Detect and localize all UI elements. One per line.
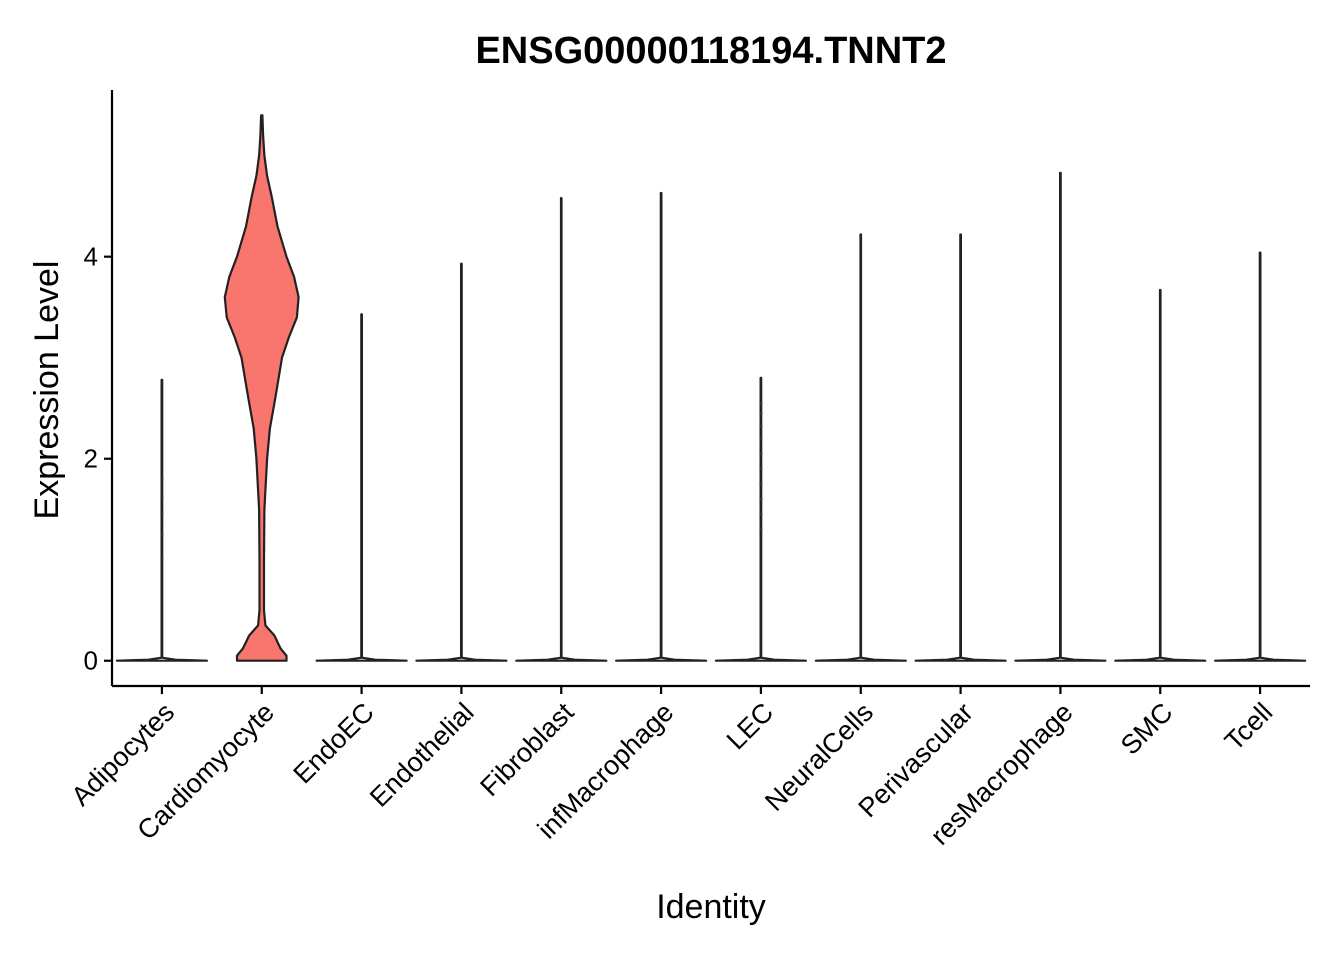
y-tick-label-0: 0 — [84, 646, 98, 676]
x-tick-label-SMC: SMC — [1115, 697, 1179, 761]
violin-Endothelial — [415, 262, 508, 662]
x-tick-label-Endothelial: Endothelial — [364, 697, 480, 813]
point-LEC-1 — [759, 512, 763, 516]
violin-Adipocytes — [115, 378, 208, 662]
point-LEC-6 — [759, 436, 763, 441]
point-Adipocytes-1 — [160, 532, 164, 537]
point-LEC-8 — [759, 411, 763, 415]
violin-Perivascular — [914, 233, 1007, 662]
point-LEC-9 — [759, 401, 763, 405]
x-axis-title: Identity — [656, 888, 766, 926]
violin-SMC — [1114, 288, 1207, 662]
violin-Tcell — [1214, 251, 1307, 662]
violin-Cardiomyocyte — [223, 114, 300, 662]
violin-resMacrophage — [1014, 171, 1107, 662]
y-tick-label-2: 2 — [84, 444, 98, 474]
violin-infMacrophage — [615, 191, 708, 662]
violin-Fibroblast — [515, 197, 608, 662]
point-LEC-0 — [759, 527, 763, 532]
x-tick-label-Tcell: Tcell — [1219, 697, 1278, 756]
point-Adipocytes-0 — [160, 556, 164, 560]
chart-title: ENSG00000118194.TNNT2 — [475, 30, 946, 72]
y-axis-title: Expression Level — [28, 261, 66, 520]
point-Adipocytes-4 — [160, 477, 164, 481]
point-Adipocytes-2 — [160, 512, 164, 516]
x-tick-label-Fibroblast: Fibroblast — [474, 697, 579, 802]
violin-LEC — [714, 376, 807, 662]
point-Adipocytes-3 — [160, 495, 164, 499]
point-LEC-2 — [759, 497, 763, 501]
violin-EndoEC — [315, 313, 408, 662]
violins-layer — [115, 114, 1307, 662]
point-LEC-5 — [759, 452, 763, 456]
x-tick-label-LEC: LEC — [721, 697, 779, 755]
y-tick-label-4: 4 — [84, 242, 98, 272]
point-LEC-3 — [759, 482, 763, 486]
x-tick-label-EndoEC: EndoEC — [287, 697, 379, 789]
point-LEC-7 — [759, 424, 763, 428]
violin-NeuralCells — [814, 233, 907, 662]
point-LEC-4 — [759, 467, 763, 471]
